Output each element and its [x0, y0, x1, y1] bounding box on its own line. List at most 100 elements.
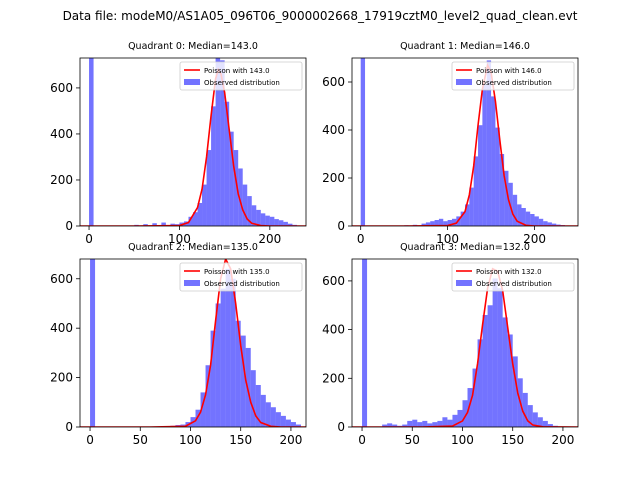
- x-tick-label: 100: [179, 433, 202, 447]
- histogram-bar: [362, 259, 368, 427]
- histogram-bar: [538, 218, 544, 226]
- y-tick-label: 200: [50, 173, 73, 187]
- histogram-bar: [417, 422, 423, 427]
- histogram-bar: [543, 221, 548, 226]
- y-tick-label: 200: [322, 371, 345, 385]
- subplot-quadrant-0: 0 100 200 0 200 400 600 Quadrant 0: Median=143.…: [50, 41, 307, 246]
- histogram-bar: [447, 419, 453, 427]
- histogram-bar: [265, 215, 270, 226]
- x-tick-label: 150: [229, 433, 252, 447]
- histogram-bar: [260, 213, 266, 226]
- y-tick-label: 600: [322, 75, 345, 89]
- x-tick-label: 50: [133, 433, 148, 447]
- legend-poisson-label: Poisson with 135.0: [204, 268, 270, 276]
- histogram-bar: [143, 224, 148, 226]
- histogram-bar: [225, 268, 231, 427]
- histogram-bar: [547, 424, 553, 427]
- legend-observed-swatch: [184, 280, 200, 286]
- histogram-bar: [437, 420, 443, 427]
- x-tick-label: 200: [551, 433, 574, 447]
- histogram-bar: [430, 221, 435, 226]
- y-tick-label: 0: [65, 219, 73, 233]
- histogram-bar: [161, 222, 166, 226]
- x-tick-label: 0: [357, 232, 365, 246]
- histogram-bar: [220, 288, 226, 427]
- y-tick-label: 400: [50, 321, 73, 335]
- x-tick-label: 100: [451, 433, 474, 447]
- histogram-bar: [422, 420, 428, 427]
- histogram-bar: [242, 184, 248, 226]
- subplot-title: Quadrant 1: Median=146.0: [400, 41, 530, 52]
- histogram-bar: [275, 412, 281, 427]
- histogram-bar: [425, 222, 431, 226]
- y-tick-label: 400: [50, 127, 73, 141]
- histogram-bar: [250, 370, 256, 427]
- x-tick-label: 100: [168, 232, 191, 246]
- histogram-bar: [202, 184, 207, 226]
- histogram-bar: [89, 58, 94, 226]
- histogram-bar: [427, 423, 433, 427]
- histogram-bar: [235, 320, 241, 427]
- histogram-bar: [443, 221, 448, 226]
- y-tick-label: 0: [337, 420, 345, 434]
- histogram-bar: [251, 205, 257, 226]
- histogram-bar: [507, 334, 513, 427]
- histogram-bar: [491, 96, 496, 226]
- histogram-bar: [215, 303, 221, 427]
- histogram-bar: [205, 365, 211, 427]
- histogram-bar: [482, 315, 488, 427]
- legend-box: [451, 262, 575, 292]
- histogram-bar: [392, 424, 398, 427]
- histogram-bar: [256, 209, 261, 226]
- histogram-bar: [412, 419, 418, 427]
- y-tick-label: 0: [65, 420, 73, 434]
- histogram-bar: [285, 419, 291, 427]
- histogram-bar: [432, 422, 438, 427]
- histogram-bar: [438, 218, 444, 226]
- histogram-bar: [283, 221, 288, 226]
- histogram-bar: [195, 409, 201, 427]
- plot-area: [80, 259, 306, 427]
- y-tick-label: 0: [337, 219, 345, 233]
- histogram-bar: [512, 194, 518, 226]
- histogram-bar: [486, 60, 492, 226]
- histogram-bar: [477, 339, 483, 427]
- histogram-bar: [522, 392, 528, 427]
- histogram-bar: [295, 424, 301, 427]
- histogram-bar: [215, 58, 221, 226]
- histogram-bar: [90, 259, 96, 427]
- histogram-bar: [274, 219, 279, 226]
- subplot-title: Quadrant 2: Median=135.0: [128, 242, 258, 253]
- histogram-bar: [462, 400, 468, 427]
- histogram-bar: [240, 335, 246, 427]
- histogram-bar: [360, 58, 366, 226]
- histogram-bar: [487, 305, 493, 427]
- histogram-bar: [473, 156, 479, 226]
- subplot-quadrant-3: 0 50 100 150 200 0 200 400 600 Quadrant 3: Median…: [322, 242, 579, 447]
- x-tick-label: 200: [523, 232, 546, 246]
- x-tick-label: 0: [358, 433, 366, 447]
- histogram-bar: [451, 218, 457, 226]
- histogram-bar: [229, 131, 234, 226]
- histogram-bar: [238, 168, 243, 226]
- plot-area: [352, 259, 578, 427]
- histogram-bar: [245, 347, 251, 427]
- histogram-bar: [224, 101, 230, 226]
- histogram-bar: [527, 405, 533, 427]
- histogram-bar: [290, 422, 296, 427]
- histogram-bar: [521, 208, 526, 226]
- histogram-bar: [534, 216, 539, 226]
- x-tick-label: 100: [436, 232, 459, 246]
- histogram-bar: [447, 220, 452, 226]
- x-tick-label: 0: [85, 232, 93, 246]
- subplot-quadrant-2: 0 50 100 150 200 0 200 400 600 Quadrant 2: Median…: [50, 242, 307, 447]
- y-tick-label: 400: [322, 123, 345, 137]
- poisson-curve: [80, 67, 306, 226]
- axes-frame: [79, 258, 307, 428]
- histogram-bar: [270, 407, 276, 427]
- histogram-bar: [402, 424, 408, 427]
- histogram-bar: [512, 356, 518, 427]
- x-tick-label: 200: [258, 232, 281, 246]
- histogram-bar: [269, 216, 275, 226]
- histogram-bar: [193, 212, 198, 226]
